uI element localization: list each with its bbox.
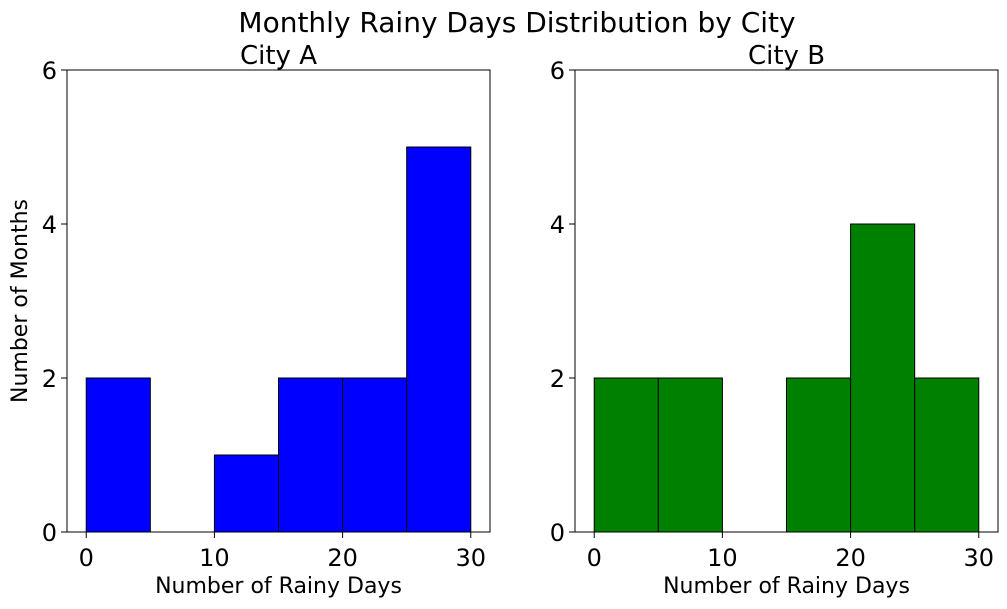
subplot-title: City A bbox=[240, 41, 317, 71]
x-tick-label: 10 bbox=[199, 544, 230, 572]
x-tick-label: 10 bbox=[707, 544, 738, 572]
bar bbox=[850, 223, 916, 533]
bar bbox=[657, 377, 723, 533]
y-tick-label: 4 bbox=[42, 211, 57, 239]
x-tick-label: 30 bbox=[963, 544, 994, 572]
y-tick-label: 6 bbox=[550, 57, 565, 85]
x-tick-label: 0 bbox=[79, 544, 94, 572]
figure-title: Monthly Rainy Days Distribution by City bbox=[238, 6, 795, 39]
x-tick-label: 0 bbox=[587, 544, 602, 572]
axes-frame bbox=[66, 69, 491, 533]
x-tick-label: 30 bbox=[455, 544, 486, 572]
x-tick-label: 20 bbox=[835, 544, 866, 572]
bar bbox=[593, 377, 659, 533]
x-tick-label: 20 bbox=[327, 544, 358, 572]
y-tick-label: 6 bbox=[42, 57, 57, 85]
bar bbox=[786, 377, 852, 533]
bar bbox=[342, 377, 408, 533]
panel-2: 0 10 20 30 0 2 4 6 City B Number of Rainy Days bbox=[550, 41, 999, 599]
y-tick-label: 2 bbox=[42, 365, 57, 393]
subplot-title: City B bbox=[748, 41, 825, 71]
bar bbox=[85, 377, 151, 533]
bar bbox=[213, 454, 279, 533]
axes-frame bbox=[574, 69, 999, 533]
x-axis-label: Number of Rainy Days bbox=[155, 574, 402, 599]
bar bbox=[278, 377, 344, 533]
y-tick-label: 0 bbox=[42, 519, 57, 547]
x-axis-label: Number of Rainy Days bbox=[663, 574, 910, 599]
panel-1: 0 10 20 30 0 2 4 6 City A Number of Rainy Days Num… bbox=[8, 41, 491, 599]
bar bbox=[914, 377, 980, 533]
bar bbox=[406, 146, 472, 533]
y-tick-label: 2 bbox=[550, 365, 565, 393]
y-tick-label: 4 bbox=[550, 211, 565, 239]
y-axis-label: Number of Months bbox=[8, 199, 33, 403]
y-tick-label: 0 bbox=[550, 519, 565, 547]
